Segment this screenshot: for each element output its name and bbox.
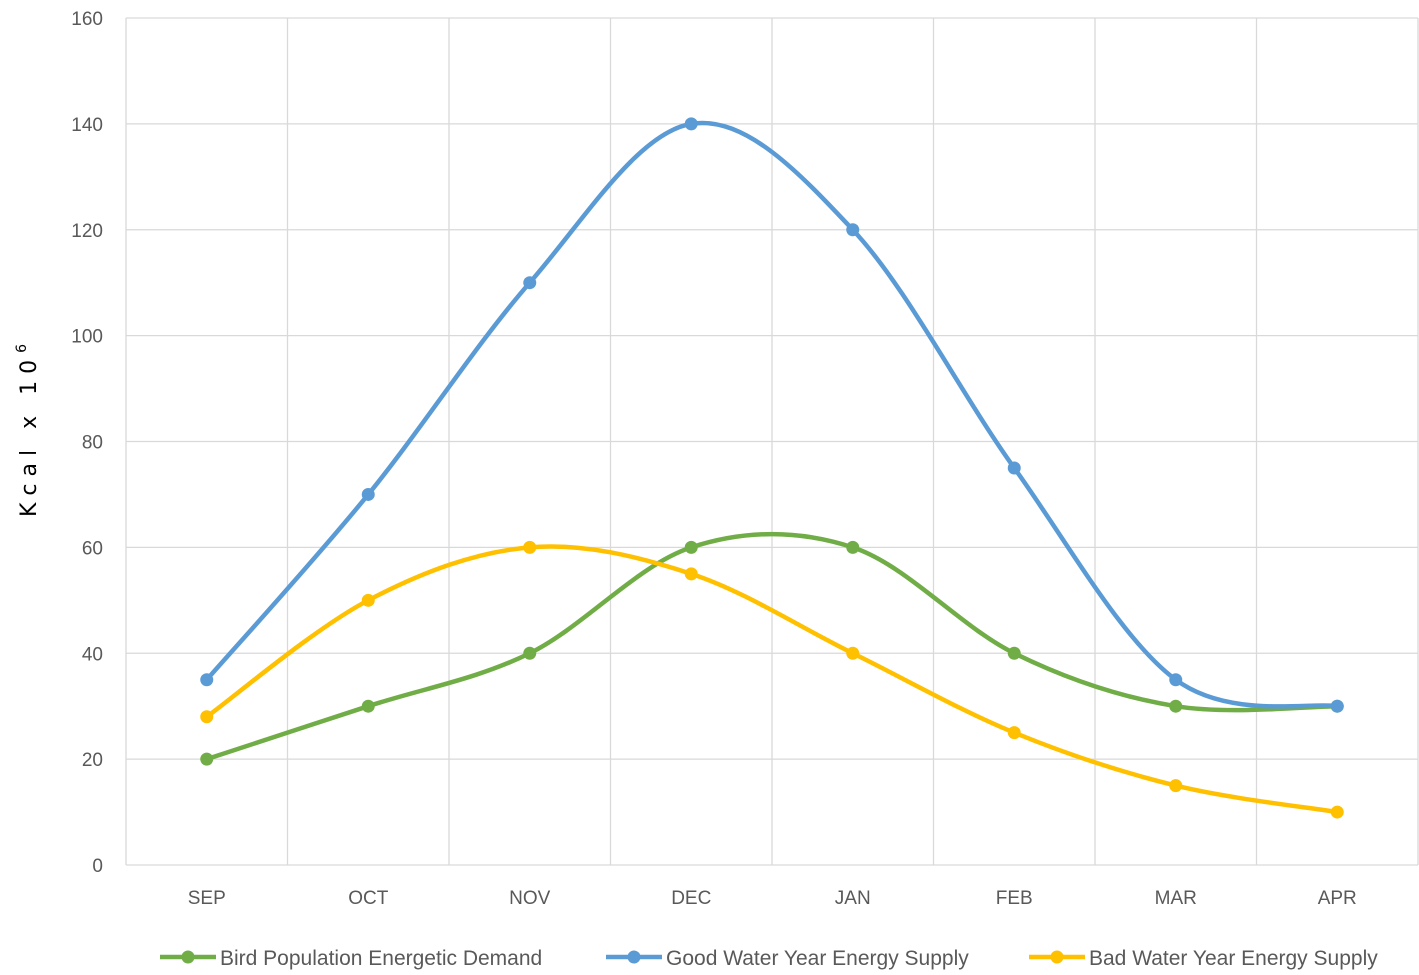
x-tick-label: DEC: [671, 888, 711, 909]
data-point: [1330, 805, 1344, 819]
x-tick-label: SEP: [188, 888, 226, 909]
x-tick-label: JAN: [835, 888, 871, 909]
data-point: [1007, 461, 1021, 475]
y-tick-label: 40: [82, 644, 103, 665]
data-point: [361, 699, 375, 713]
data-point: [846, 223, 860, 237]
data-point: [1007, 646, 1021, 660]
legend-item-0: Bird Population Energetic Demand: [160, 947, 542, 970]
legend-label: Bad Water Year Energy Supply: [1089, 947, 1378, 970]
x-tick-label: APR: [1318, 888, 1357, 909]
data-point: [361, 593, 375, 607]
data-point: [684, 567, 698, 581]
series-0: [200, 531, 1344, 766]
series-1: [200, 117, 1344, 713]
data-point: [846, 540, 860, 554]
x-tick-label: OCT: [348, 888, 389, 909]
series-line: [204, 531, 1340, 762]
y-axis-label-superscript: 6: [14, 337, 30, 353]
y-tick-label: 0: [92, 856, 103, 877]
data-point: [1169, 779, 1183, 793]
data-point: [523, 646, 537, 660]
y-tick-label: 160: [71, 9, 103, 30]
x-tick-label: NOV: [509, 888, 551, 909]
data-point: [200, 673, 214, 687]
data-point: [523, 540, 537, 554]
data-point: [361, 487, 375, 501]
y-tick-label: 80: [82, 433, 103, 454]
series-line: [204, 544, 1340, 815]
data-point: [846, 646, 860, 660]
legend: Bird Population Energetic Demand Good Wat…: [160, 947, 1378, 970]
data-point: [200, 710, 214, 724]
data-point: [684, 117, 698, 131]
y-tick-label: 20: [82, 750, 103, 771]
series-2: [200, 540, 1344, 819]
data-point: [523, 276, 537, 290]
legend-swatch-marker: [627, 950, 641, 964]
data-point: [1169, 699, 1183, 713]
y-tick-label: 140: [71, 115, 103, 136]
legend-swatch-marker: [181, 950, 195, 964]
series-line: [204, 120, 1340, 709]
series-group: [200, 117, 1344, 819]
data-point: [1330, 699, 1344, 713]
data-point: [684, 540, 698, 554]
y-axis-label: Kcal x 106: [14, 337, 42, 517]
y-axis: 0 20 40 60 80 100 120 140 160: [71, 9, 103, 877]
x-tick-label: FEB: [996, 888, 1033, 909]
x-tick-label: MAR: [1155, 888, 1197, 909]
legend-item-2: Bad Water Year Energy Supply: [1029, 947, 1378, 970]
x-axis: SEP OCT NOV DEC JAN FEB MAR APR: [188, 888, 1357, 909]
y-tick-label: 60: [82, 538, 103, 559]
y-tick-label: 120: [71, 221, 103, 242]
y-tick-label: 100: [71, 327, 103, 348]
y-axis-label-text: Kcal x 10: [17, 353, 42, 517]
data-point: [1007, 726, 1021, 740]
grid: [125, 17, 1419, 866]
legend-label: Good Water Year Energy Supply: [666, 947, 969, 970]
data-point: [1169, 673, 1183, 687]
legend-item-1: Good Water Year Energy Supply: [606, 947, 969, 970]
data-point: [200, 752, 214, 766]
legend-swatch-marker: [1050, 950, 1064, 964]
legend-label: Bird Population Energetic Demand: [220, 947, 542, 970]
